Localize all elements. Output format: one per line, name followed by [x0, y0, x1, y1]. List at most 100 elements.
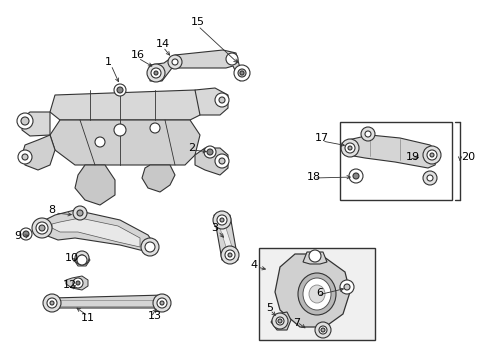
Polygon shape — [195, 88, 227, 115]
Ellipse shape — [308, 285, 325, 303]
Circle shape — [422, 146, 440, 164]
Circle shape — [23, 231, 29, 237]
Text: 1: 1 — [104, 57, 111, 67]
Polygon shape — [22, 135, 55, 170]
Polygon shape — [195, 148, 227, 175]
Text: 15: 15 — [191, 17, 204, 27]
Text: 3: 3 — [211, 223, 218, 233]
Circle shape — [215, 154, 228, 168]
Circle shape — [47, 298, 57, 308]
Circle shape — [426, 175, 432, 181]
Circle shape — [147, 64, 164, 82]
Circle shape — [339, 280, 353, 294]
Text: 2: 2 — [188, 143, 195, 153]
Circle shape — [278, 319, 282, 323]
Circle shape — [314, 322, 330, 338]
Polygon shape — [52, 218, 140, 247]
Circle shape — [17, 113, 33, 129]
Circle shape — [77, 210, 83, 216]
Text: 20: 20 — [460, 152, 474, 162]
Circle shape — [172, 59, 178, 65]
Polygon shape — [40, 210, 155, 252]
Circle shape — [213, 211, 230, 229]
Text: 19: 19 — [405, 152, 419, 162]
Circle shape — [219, 158, 224, 164]
Circle shape — [95, 137, 105, 147]
Text: 17: 17 — [314, 133, 328, 143]
Circle shape — [347, 146, 351, 150]
Circle shape — [150, 123, 160, 133]
Circle shape — [340, 139, 358, 157]
Circle shape — [153, 294, 171, 312]
Circle shape — [22, 154, 28, 160]
Circle shape — [422, 171, 436, 185]
Circle shape — [50, 301, 54, 305]
Text: 8: 8 — [48, 205, 56, 215]
Circle shape — [238, 69, 245, 77]
Circle shape — [217, 215, 226, 225]
Circle shape — [154, 71, 158, 75]
Circle shape — [203, 146, 216, 158]
Text: 14: 14 — [156, 39, 170, 49]
Polygon shape — [142, 165, 175, 192]
Circle shape — [275, 317, 284, 325]
Circle shape — [225, 53, 238, 65]
Circle shape — [168, 55, 182, 69]
Circle shape — [39, 225, 45, 231]
Text: 4: 4 — [250, 260, 257, 270]
Circle shape — [141, 238, 159, 256]
Circle shape — [145, 242, 155, 252]
Circle shape — [234, 65, 249, 81]
Circle shape — [221, 246, 239, 264]
Circle shape — [20, 228, 32, 240]
Circle shape — [36, 222, 48, 234]
Circle shape — [76, 281, 80, 285]
Polygon shape — [46, 295, 170, 308]
Circle shape — [318, 326, 326, 334]
Circle shape — [343, 284, 349, 290]
Circle shape — [271, 313, 287, 329]
Circle shape — [206, 149, 213, 155]
Circle shape — [429, 153, 433, 157]
Bar — [339, 122, 451, 200]
Circle shape — [77, 255, 87, 265]
Circle shape — [219, 97, 224, 103]
Circle shape — [227, 253, 231, 257]
Polygon shape — [50, 90, 204, 120]
Ellipse shape — [303, 278, 330, 310]
Circle shape — [21, 117, 29, 125]
Circle shape — [240, 71, 244, 75]
Circle shape — [79, 255, 85, 261]
Circle shape — [224, 250, 235, 260]
Circle shape — [364, 131, 370, 137]
Polygon shape — [50, 120, 200, 165]
Polygon shape — [347, 135, 439, 168]
Circle shape — [114, 124, 126, 136]
Circle shape — [114, 84, 126, 96]
Polygon shape — [219, 225, 232, 250]
Circle shape — [320, 328, 325, 332]
Circle shape — [348, 169, 362, 183]
Circle shape — [360, 127, 374, 141]
Polygon shape — [75, 165, 115, 205]
Polygon shape — [22, 112, 50, 136]
Polygon shape — [66, 276, 88, 290]
Circle shape — [18, 150, 32, 164]
Text: 11: 11 — [81, 313, 95, 323]
Circle shape — [117, 87, 123, 93]
Circle shape — [308, 250, 320, 262]
Polygon shape — [270, 312, 290, 330]
Text: 12: 12 — [63, 280, 77, 290]
Circle shape — [352, 173, 358, 179]
Circle shape — [43, 294, 61, 312]
Circle shape — [73, 278, 83, 288]
Text: 10: 10 — [65, 253, 79, 263]
Polygon shape — [214, 215, 238, 260]
Circle shape — [345, 143, 354, 153]
Circle shape — [215, 93, 228, 107]
Text: 16: 16 — [131, 50, 145, 60]
Bar — [259, 248, 374, 340]
Circle shape — [32, 218, 52, 238]
Polygon shape — [74, 254, 90, 266]
Text: 9: 9 — [15, 231, 21, 241]
